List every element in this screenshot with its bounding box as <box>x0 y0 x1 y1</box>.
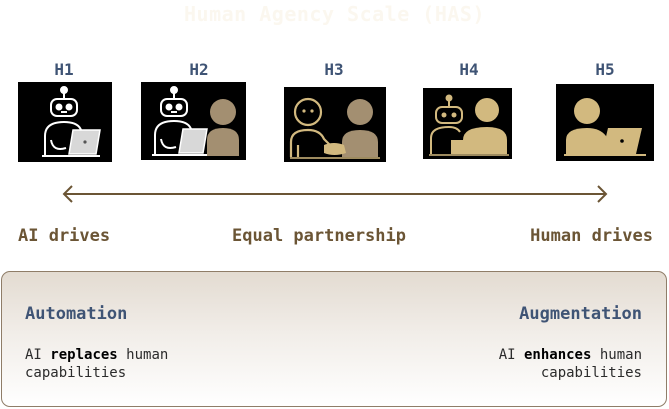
robot-laptop-icon <box>18 82 112 162</box>
automation-description: AI replaces human capabilities <box>25 346 168 382</box>
automation-text-pre: AI <box>25 347 51 363</box>
automation-heading: Automation <box>25 304 128 324</box>
augmentation-text-post: human <box>591 347 642 363</box>
augmentation-description: AI enhances human capabilities <box>499 346 642 382</box>
axis-label-equal-partnership: Equal partnership <box>232 226 406 246</box>
automation-text-post: human <box>117 347 169 363</box>
augmentation-text-pre: AI <box>498 347 524 363</box>
axis-label-ai-drives: AI drives <box>18 226 111 246</box>
level-label-h5: H5 <box>595 60 615 79</box>
scale-double-arrow <box>62 185 608 203</box>
level-label-h3: H3 <box>324 60 344 79</box>
level-label-h4: H4 <box>459 60 479 79</box>
handshake-icon <box>284 87 386 162</box>
augmentation-text-line2: capabilities <box>540 365 642 381</box>
augmentation-heading: Augmentation <box>519 304 642 324</box>
level-label-h1: H1 <box>54 60 74 79</box>
human-laptop-icon <box>556 84 654 161</box>
human-with-robot-assistant-icon <box>423 88 512 159</box>
automation-text-emphasis: replaces <box>50 347 118 363</box>
axis-label-human-drives: Human drives <box>530 226 653 246</box>
automation-text-line2: capabilities <box>25 365 127 381</box>
robot-laptop-with-human-icon <box>141 82 246 160</box>
scale-title: Human Agency Scale (HAS) <box>184 2 485 26</box>
augmentation-text-emphasis: enhances <box>523 347 592 363</box>
automation-augmentation-panel: Automation AI replaces human capabilitie… <box>1 271 667 407</box>
level-label-h2: H2 <box>189 60 209 79</box>
